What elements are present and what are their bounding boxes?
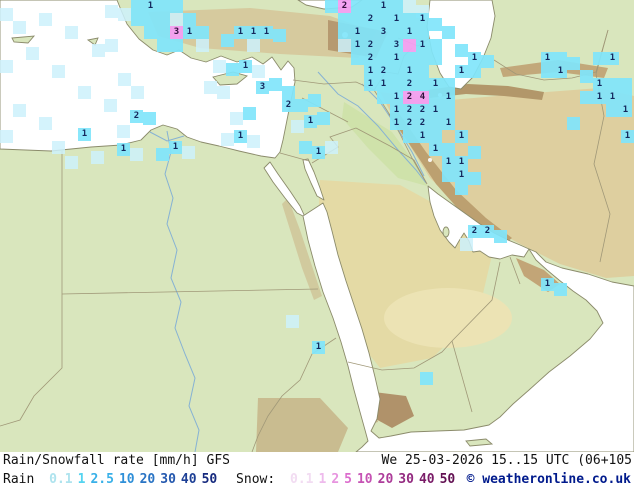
rivers-layer: [149, 71, 427, 452]
scale-value: 10: [356, 472, 373, 487]
euphrates-river: [317, 71, 427, 184]
scale-value: 0.1: [49, 472, 73, 487]
rain-scale: 0.1 1 2.5 10 20 30 40 50: [49, 472, 222, 487]
scale-value: 2: [331, 472, 340, 487]
socotra-island: [465, 438, 494, 447]
rain-label: Rain: [3, 472, 35, 487]
snow-scale: 0.1 1 2 5 10 20 30 40 50: [290, 472, 460, 487]
legend-title-row: Rain/Snowfall rate [mm/h] GFS: [3, 453, 230, 468]
gulf-of-suez: [263, 161, 306, 218]
gulf-of-aqaba: [302, 158, 325, 201]
scale-value: 1: [318, 472, 327, 487]
model-name: GFS: [206, 453, 230, 468]
scale-value: 0.1: [290, 472, 314, 487]
scale-value: 2.5: [90, 472, 114, 487]
scale-value: 20: [139, 472, 156, 487]
nile-river: [164, 130, 200, 452]
nile-delta: [149, 131, 185, 142]
scale-value: 30: [398, 472, 414, 487]
scale-value: 1: [77, 472, 86, 487]
forecast-datetime: We 25-03-2026 15..15 UTC (06+105: [381, 453, 632, 468]
basemap: [0, 0, 634, 452]
crete-island: [11, 35, 36, 44]
scale-value: 20: [377, 472, 394, 487]
legend-title: Rain/Snowfall rate [mm/h]: [3, 453, 199, 468]
scale-value: 50: [439, 472, 456, 487]
scale-value: 40: [180, 472, 197, 487]
scale-value: 50: [201, 472, 218, 487]
bahrain-island: [442, 226, 450, 238]
scale-value: 30: [160, 472, 176, 487]
scale-value: 10: [118, 472, 135, 487]
rhodes-island: [86, 37, 99, 46]
red-sea-arabian-sea: [302, 202, 634, 452]
scale-value: 5: [344, 472, 352, 487]
legend-scale-row: Rain 0.1 1 2.5 10 20 30 40 50 Snow: 0.1 1 2 5 10 20 3…: [3, 472, 460, 487]
copyright-link[interactable]: © weatheronline.co.uk: [466, 472, 631, 487]
snow-label: Snow:: [236, 472, 276, 487]
elevation-layer: [148, 8, 634, 452]
legend-bar: Rain/Snowfall rate [mm/h] GFS We 25-03-2…: [0, 452, 634, 490]
scale-value: 40: [418, 472, 435, 487]
